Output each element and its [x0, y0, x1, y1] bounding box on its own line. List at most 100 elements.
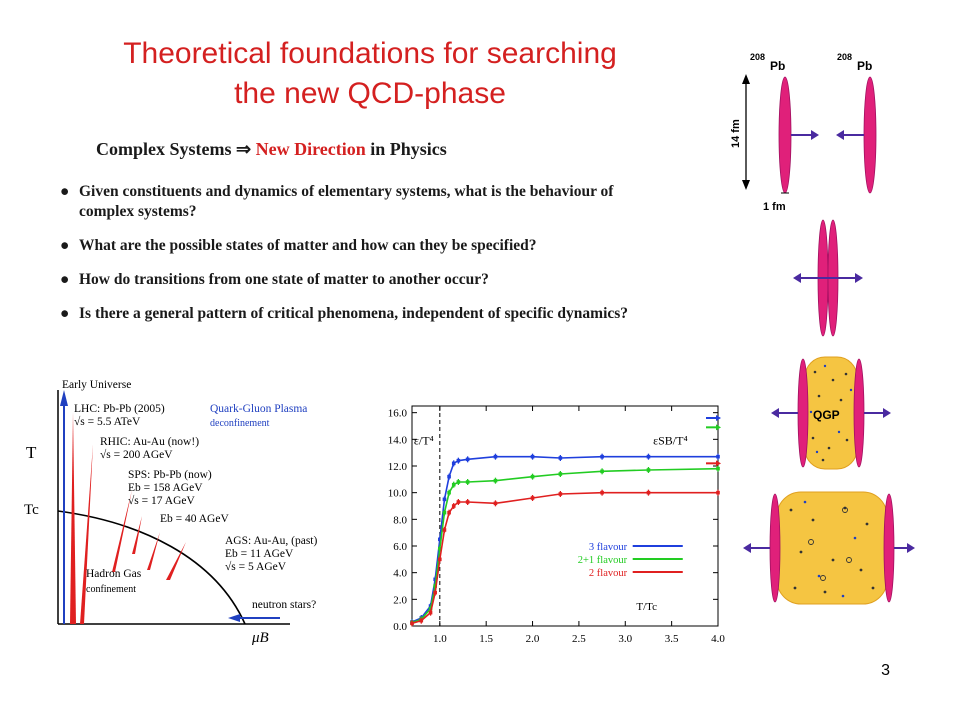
- arrow-up-icon: [742, 74, 750, 84]
- bullet-icon: ●: [60, 305, 70, 322]
- nucleus-exit-left: [797, 358, 809, 468]
- x-tick-label: 1.5: [479, 633, 493, 645]
- nucleus-left: [778, 76, 792, 194]
- deconfinement-label: deconfinement: [210, 418, 270, 429]
- arrow-right-icon: [855, 273, 863, 283]
- y-tick-label: 8.0: [393, 514, 407, 526]
- nucleus-far-right: [883, 493, 895, 603]
- data-point: [451, 482, 456, 487]
- sps40-trajectory: [132, 516, 142, 554]
- data-point: [646, 468, 651, 472]
- data-point: [447, 490, 451, 495]
- early-universe-label: Early Universe: [62, 379, 131, 391]
- x-tick-label: 3.0: [618, 633, 632, 645]
- slide-title: Theoretical foundations for searching th…: [40, 34, 700, 114]
- data-point: [465, 480, 470, 484]
- data-point: [465, 457, 470, 462]
- bullet-icon: ●: [60, 237, 70, 254]
- sb-limit-arrow-icon: [716, 424, 721, 431]
- data-point: [716, 490, 720, 495]
- pb-mass-right: 208: [837, 52, 852, 62]
- data-point: [442, 497, 447, 502]
- pb-symbol-left: Pb: [770, 59, 785, 73]
- x-tick-label: 1.0: [433, 633, 447, 645]
- data-point: [428, 610, 433, 615]
- title-line-2: the new QCD-phase: [234, 77, 506, 110]
- data-point: [716, 454, 720, 459]
- arrow-right-icon: [883, 408, 891, 418]
- page-number: 3: [881, 662, 890, 679]
- plot-frame: [411, 405, 719, 627]
- bullet-icon: ●: [60, 183, 70, 200]
- qgp-label: QGP: [813, 408, 840, 422]
- data-point: [646, 490, 651, 495]
- series-line: [411, 455, 718, 623]
- energy-density-chart: 0.0 2.0 4.0 6.0 8.0 10.0 12.0 14.0 16.0 1.0 1.5 2.0…: [388, 405, 725, 645]
- early-universe-arrow-icon: [60, 390, 68, 406]
- arrow-down-icon: [742, 180, 750, 190]
- x-tick-label: 2.0: [526, 633, 540, 645]
- heading-arrow: ⇒: [236, 139, 252, 159]
- arrow-right-icon: [811, 130, 819, 140]
- data-point: [410, 621, 414, 626]
- data-point: [600, 490, 604, 495]
- arrow-right-icon: [907, 543, 915, 553]
- heading-part-1: Complex Systems: [96, 139, 232, 159]
- pb-mass-left: 208: [750, 52, 765, 62]
- sps-energy-2: √s = 17 AGeV: [128, 494, 195, 507]
- data-point: [438, 557, 442, 562]
- nucleus-exit-right: [853, 358, 865, 468]
- data-point: [433, 584, 437, 588]
- expanded-fireball: [776, 491, 888, 605]
- sb-label: εSB/T⁴: [653, 434, 688, 448]
- sps-energy-1: Eb = 158 AGeV: [128, 482, 203, 494]
- data-point: [438, 537, 442, 542]
- rhic-trajectory: [80, 444, 93, 624]
- y-tick-label: 0.0: [393, 621, 407, 633]
- y-tick-label: 10.0: [388, 488, 408, 500]
- data-point: [600, 454, 604, 459]
- qgp-region-label: Quark-Gluon Plasma: [210, 403, 307, 415]
- y-tick-label: 2.0: [393, 594, 407, 606]
- data-point: [558, 456, 563, 460]
- question-item: ● Given constituents and dynamics of elem…: [60, 183, 614, 220]
- section-heading: Complex Systems ⇒ New Direction in Physi…: [96, 139, 447, 160]
- legend-label: 2+1 flavour: [578, 555, 628, 566]
- length-short-label: 1 fm: [763, 201, 786, 213]
- y-tick-label: 12.0: [388, 461, 408, 473]
- ags-energy-2: √s = 5 AGeV: [225, 560, 287, 573]
- bullet-icon: ●: [60, 271, 70, 288]
- phase-diagram: T Tc μB Early Universe LHC: Pb-Pb (2005)…: [24, 379, 317, 646]
- question-list: ● Given constituents and dynamics of elem…: [60, 182, 630, 338]
- question-item: ● Is there a general pattern of critical …: [60, 305, 629, 322]
- sb-limit-arrow-icon: [716, 460, 721, 467]
- y-axis-label: ε/T⁴: [414, 434, 434, 448]
- arrow-left-icon: [771, 408, 779, 418]
- ags-energy-1: Eb = 11 AGeV: [225, 548, 294, 560]
- y-tick-label: 4.0: [393, 568, 407, 580]
- x-tick-label: 2.5: [572, 633, 586, 645]
- sps-trajectory: [112, 490, 132, 572]
- data-point: [493, 454, 498, 459]
- ags-label: AGS: Au-Au, (past): [225, 535, 317, 547]
- arrow-left-icon: [743, 543, 751, 553]
- axis-tc-label: Tc: [24, 502, 39, 518]
- lhc-energy-label: √s = 5.5 ATeV: [74, 415, 141, 428]
- data-point: [419, 618, 424, 623]
- data-point: [451, 461, 456, 466]
- rhic-label: RHIC: Au-Au (now!): [100, 436, 199, 448]
- pb-symbol-right: Pb: [857, 59, 872, 73]
- y-tick-label: 16.0: [388, 408, 408, 420]
- data-point: [530, 496, 535, 500]
- sps-energy-3: Eb = 40 AGeV: [160, 513, 229, 525]
- heading-part-2: in Physics: [370, 139, 447, 159]
- data-point: [493, 501, 498, 506]
- neutron-star-arrow-icon: [228, 614, 240, 622]
- axis-mu-label: μB: [251, 630, 269, 646]
- series-line: [411, 491, 718, 625]
- data-point: [600, 469, 604, 474]
- x-tick-label: 3.5: [665, 633, 679, 645]
- y-tick-label: 14.0: [388, 434, 408, 446]
- x-axis-label: T/Tc: [636, 601, 657, 613]
- lhc-label: LHC: Pb-Pb (2005): [74, 403, 165, 415]
